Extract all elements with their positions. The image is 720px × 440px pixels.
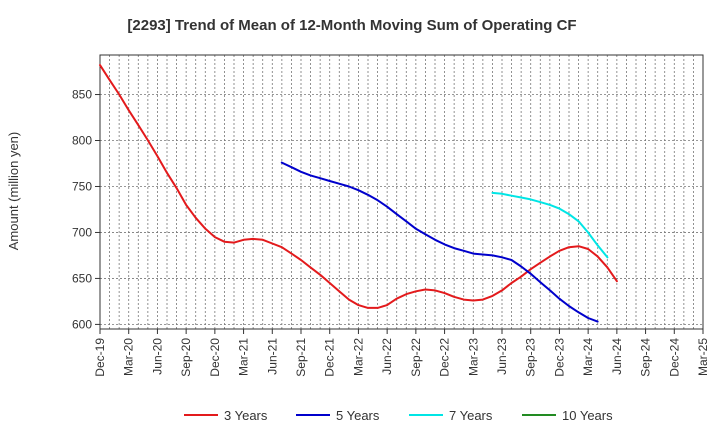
y-tick-label: 850 [72, 88, 92, 102]
plot-frame [99, 54, 704, 330]
x-tick-label: Mar-20 [122, 338, 136, 376]
y-tick-label: 700 [72, 225, 92, 239]
legend: 3 Years 5 Years 7 Years 10 Years [184, 408, 613, 423]
chart-title: [2293] Trend of Mean of 12-Month Moving … [127, 17, 576, 34]
y-tick-label: 600 [72, 317, 92, 331]
x-tick-label: Sep-23 [524, 338, 538, 377]
x-tick-label: Jun-22 [380, 338, 394, 375]
y-axis-label: Amount (million yen) [6, 132, 21, 251]
x-tick-label: Sep-21 [294, 338, 308, 377]
x-tick-label: Mar-23 [466, 338, 480, 376]
x-tick-label: Dec-20 [208, 338, 222, 377]
legend-label: 5 Years [336, 408, 380, 423]
x-tick-label: Jun-20 [150, 338, 164, 375]
x-tick-label: Jun-24 [610, 338, 624, 375]
x-tick-label: Dec-23 [552, 338, 566, 377]
legend-label: 10 Years [562, 408, 613, 423]
x-tick-label: Dec-24 [667, 338, 681, 377]
y-tick-label: 650 [72, 271, 92, 285]
y-tick-label: 800 [72, 134, 92, 148]
legend-label: 3 Years [224, 408, 268, 423]
gridlines [100, 55, 703, 329]
series-line-5-years [280, 161, 599, 323]
x-tick-label: Dec-22 [438, 338, 452, 377]
x-tick-label: Mar-22 [351, 338, 365, 376]
y-axis: 600 650 700 750 800 850 [72, 88, 100, 331]
x-axis: Dec-19 Mar-20 Jun-20 Sep-20 Dec-20 Mar-21 Jun-… [93, 329, 710, 377]
x-tick-label: Sep-20 [179, 338, 193, 377]
x-tick-label: Sep-24 [639, 338, 653, 377]
series-lines [99, 64, 618, 323]
x-tick-label: Dec-19 [93, 338, 107, 377]
x-tick-label: Jun-21 [265, 338, 279, 375]
x-tick-label: Sep-22 [409, 338, 423, 377]
x-tick-label: Mar-25 [696, 338, 710, 376]
y-tick-label: 750 [72, 179, 92, 193]
x-tick-label: Dec-21 [323, 338, 337, 377]
x-tick-label: Mar-21 [237, 338, 251, 376]
series-line-7-years [491, 191, 609, 259]
x-tick-label: Mar-24 [581, 338, 595, 376]
x-tick-label: Jun-23 [495, 338, 509, 375]
series-line-3-years [99, 64, 618, 309]
legend-label: 7 Years [449, 408, 493, 423]
